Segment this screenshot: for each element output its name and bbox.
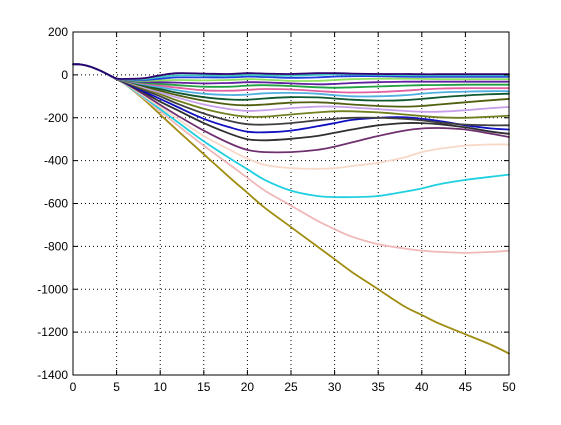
y-tick-label: -200 <box>44 111 68 125</box>
y-tick-label: -400 <box>44 154 68 168</box>
x-tick-labels: 0 5 10 15 20 25 30 35 40 45 50 <box>70 380 516 394</box>
series-line-20 <box>72 63 510 80</box>
y-tick-label: -1400 <box>37 368 68 382</box>
y-tick-label: -1200 <box>37 325 68 339</box>
y-tick-label: -600 <box>44 197 68 211</box>
x-tick-label: 45 <box>459 380 473 394</box>
x-tick-label: 10 <box>154 380 168 394</box>
x-tick-label: 40 <box>415 380 429 394</box>
series-lines <box>72 63 510 355</box>
x-tick-label: 5 <box>113 380 120 394</box>
y-tick-label: 0 <box>61 68 68 82</box>
y-tick-labels: -1400 -1200 -1000 -800 -600 -400 -200 0 200 <box>37 25 68 382</box>
x-tick-label: 30 <box>328 380 342 394</box>
x-tick-label: 35 <box>372 380 386 394</box>
y-tick-label: -800 <box>44 239 68 253</box>
x-tick-label: 15 <box>197 380 211 394</box>
x-tick-label: 50 <box>502 380 516 394</box>
x-tick-label: 25 <box>284 380 298 394</box>
x-tick-label: 20 <box>241 380 255 394</box>
y-tick-label: -1000 <box>37 282 68 296</box>
y-tick-label: 200 <box>48 25 68 39</box>
axis-ticks <box>72 31 510 376</box>
grid-lines <box>73 32 509 375</box>
x-tick-label: 0 <box>70 380 77 394</box>
